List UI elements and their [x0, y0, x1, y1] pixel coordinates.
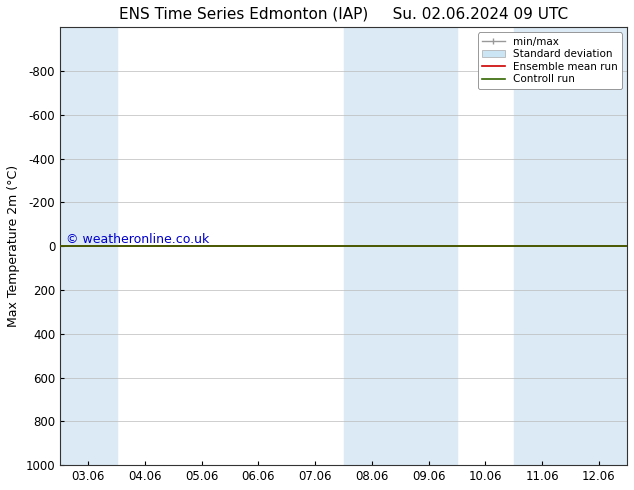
- Bar: [514, 27, 627, 465]
- Y-axis label: Max Temperature 2m (°C): Max Temperature 2m (°C): [7, 165, 20, 327]
- Bar: [344, 27, 457, 465]
- Text: © weatheronline.co.uk: © weatheronline.co.uk: [66, 233, 209, 246]
- Bar: [60, 27, 117, 465]
- Title: ENS Time Series Edmonton (IAP)     Su. 02.06.2024 09 UTC: ENS Time Series Edmonton (IAP) Su. 02.06…: [119, 7, 568, 22]
- Legend: min/max, Standard deviation, Ensemble mean run, Controll run: min/max, Standard deviation, Ensemble me…: [477, 32, 622, 89]
